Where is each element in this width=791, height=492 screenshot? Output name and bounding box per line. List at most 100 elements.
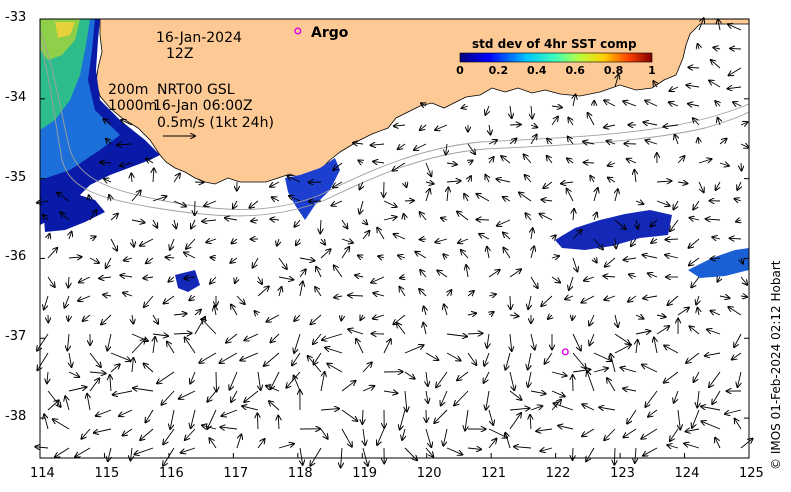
current-arrow (656, 315, 666, 317)
current-arrow (415, 252, 427, 259)
current-arrow (443, 254, 447, 258)
current-arrow (690, 218, 700, 220)
current-arrow (157, 371, 175, 384)
current-arrow (47, 276, 55, 287)
current-arrow (173, 333, 192, 334)
current-arrow (509, 269, 521, 278)
current-arrow (441, 218, 448, 220)
current-arrow (320, 219, 321, 233)
current-arrow (35, 447, 49, 448)
current-arrow (488, 140, 497, 144)
current-arrow (68, 371, 79, 377)
current-arrow (719, 139, 727, 145)
current-arrow (503, 233, 511, 240)
current-arrow (89, 378, 99, 392)
current-arrow (572, 333, 581, 350)
current-arrow (173, 174, 180, 183)
current-arrow (181, 447, 196, 453)
current-arrow (333, 181, 343, 187)
current-arrow (531, 105, 532, 118)
current-arrow (393, 162, 406, 171)
current-arrow (320, 409, 339, 410)
current-arrow (734, 333, 742, 347)
current-arrow (315, 287, 322, 297)
current-arrow (530, 391, 546, 394)
current-arrow (668, 295, 679, 305)
current-arrow (653, 81, 657, 88)
current-arrow (57, 193, 70, 202)
current-arrow (313, 333, 322, 344)
current-arrow (572, 315, 573, 320)
current-arrow (615, 314, 618, 327)
current-arrow (648, 409, 658, 417)
current-arrow (110, 238, 117, 251)
current-arrow (634, 170, 636, 183)
current-arrow (636, 340, 638, 354)
current-arrow (65, 295, 70, 308)
lat-tick-label: -36 (5, 249, 27, 265)
current-arrow (713, 47, 721, 49)
current-arrow (170, 238, 175, 250)
current-arrow (589, 314, 595, 326)
current-arrow (202, 319, 217, 335)
current-arrow (446, 181, 461, 182)
current-arrow (489, 124, 491, 135)
current-arrow (551, 106, 562, 107)
current-arrow (621, 368, 637, 373)
current-arrow (270, 181, 280, 187)
current-arrow (670, 219, 679, 231)
current-arrow (590, 176, 594, 183)
current-arrow (525, 213, 532, 221)
current-arrow (65, 396, 70, 411)
current-arrow (447, 187, 448, 202)
current-arrow (152, 196, 166, 202)
current-arrow (543, 181, 553, 188)
current-arrow (104, 179, 112, 182)
current-arrow (510, 105, 512, 118)
current-arrow (730, 48, 742, 49)
lat-tick-label: -34 (5, 89, 27, 105)
current-arrow (89, 195, 90, 202)
current-arrow (593, 238, 603, 249)
current-arrow (348, 295, 364, 296)
current-arrow (146, 257, 154, 263)
current-arrow (110, 375, 111, 392)
current-arrow (294, 376, 301, 392)
current-arrow (423, 323, 426, 335)
current-arrow (124, 258, 133, 261)
current-arrow (569, 276, 574, 290)
current-arrow (400, 409, 406, 430)
current-arrow (593, 352, 612, 361)
current-arrow (547, 139, 552, 144)
current-arrow (79, 276, 91, 282)
current-arrow (110, 364, 120, 373)
current-arrow (551, 256, 559, 258)
current-arrow (712, 390, 721, 404)
current-arrow (363, 220, 367, 224)
current-arrow (341, 239, 353, 243)
lat-tick-label: -37 (5, 329, 27, 345)
current-arrow (107, 333, 112, 351)
lon-tick-label: 123 (610, 466, 635, 481)
current-arrow (656, 200, 670, 206)
current-arrow (255, 311, 259, 315)
current-arrow (100, 162, 112, 163)
colorbar-tick-label: 0.2 (488, 64, 509, 77)
current-arrow (643, 447, 658, 456)
current-arrow (321, 239, 325, 245)
current-arrow (426, 390, 428, 403)
current-arrow (567, 158, 574, 163)
current-arrow (110, 352, 130, 361)
current-arrow (468, 161, 473, 164)
current-arrow (594, 258, 597, 263)
current-arrow (216, 371, 217, 391)
current-arrow (635, 201, 643, 204)
colorbar (459, 52, 653, 63)
current-arrow (484, 371, 490, 383)
current-arrow (37, 201, 49, 203)
current-arrow (120, 275, 133, 277)
current-arrow (587, 371, 595, 392)
current-arrow (446, 163, 457, 165)
current-arrow (536, 429, 553, 431)
current-arrow (694, 371, 700, 382)
